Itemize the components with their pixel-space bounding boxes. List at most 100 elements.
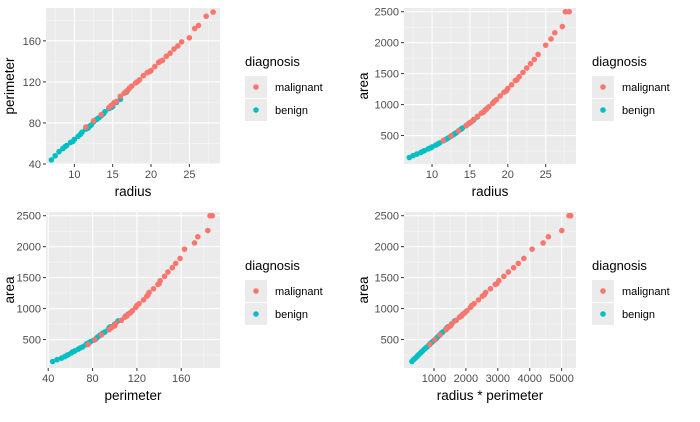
data-point-malignant — [491, 98, 497, 105]
data-point-malignant — [440, 137, 447, 144]
y-tick-label: 2000 — [375, 242, 399, 254]
data-point-malignant — [542, 42, 549, 48]
data-point-malignant — [150, 285, 157, 292]
y-tick-label: 120 — [23, 77, 41, 89]
data-point-malignant — [562, 8, 569, 15]
plot-panel-background — [404, 8, 576, 164]
data-point-malignant — [566, 212, 572, 219]
y-tick-label: 500 — [381, 335, 399, 347]
data-point-malignant — [551, 29, 558, 36]
data-point-malignant — [207, 212, 213, 219]
y-tick-label: 1000 — [375, 304, 399, 316]
data-point-malignant — [191, 240, 198, 246]
scatter-panel-2: 10 15 20 25 500 1000 1500 2000 2500 radius area dia… — [356, 7, 670, 199]
data-point-malignant — [186, 34, 193, 41]
data-point-benign — [435, 141, 441, 147]
y-axis-title: area — [356, 72, 371, 100]
legend-swatch-malignant — [600, 84, 606, 90]
data-point-malignant — [510, 264, 517, 271]
legend-label-benign: benign — [622, 309, 655, 321]
x-tick-label: 25 — [183, 169, 195, 181]
data-point-malignant — [171, 46, 177, 52]
data-point-malignant — [90, 118, 97, 124]
x-axis-title: radius — [472, 184, 509, 199]
data-point-malignant — [545, 233, 552, 240]
data-point-malignant — [156, 281, 162, 287]
data-point-malignant — [157, 58, 164, 65]
legend-swatch-benign — [253, 107, 259, 113]
y-axis-title: area — [356, 276, 371, 304]
data-point-malignant — [437, 332, 443, 338]
x-tick-label: 40 — [42, 373, 54, 385]
data-point-malignant — [520, 69, 526, 76]
data-point-malignant — [527, 60, 534, 67]
y-tick-label: 2500 — [17, 211, 41, 223]
legend-label-benign: benign — [275, 309, 308, 321]
y-axis-title: area — [2, 276, 17, 304]
data-point-benign — [415, 352, 421, 359]
legend-swatch-malignant — [253, 84, 259, 90]
x-axis-title: radius * perimeter — [437, 388, 544, 403]
data-point-malignant — [140, 297, 147, 303]
x-tick-label: 25 — [540, 169, 552, 181]
y-tick-label: 500 — [23, 335, 41, 347]
data-point-malignant — [195, 22, 202, 29]
data-point-malignant — [521, 255, 527, 262]
data-point-malignant — [98, 111, 104, 118]
legend: diagnosis malignant benign — [245, 54, 323, 121]
data-point-malignant — [474, 113, 481, 120]
data-point-malignant — [481, 292, 488, 298]
legend-label-malignant: malignant — [622, 82, 670, 94]
data-point-malignant — [91, 337, 98, 343]
data-point-malignant — [431, 337, 438, 343]
data-point-malignant — [172, 260, 179, 267]
data-point-benign — [69, 349, 76, 355]
data-point-malignant — [535, 51, 541, 58]
data-point-benign — [70, 138, 76, 145]
data-point-malignant — [134, 302, 140, 309]
y-tick-label: 1500 — [375, 273, 399, 285]
y-tick-label: 160 — [23, 36, 41, 48]
data-point-malignant — [529, 246, 535, 252]
data-point-benign — [77, 131, 84, 138]
data-point-malignant — [145, 292, 151, 298]
x-tick-label: 160 — [172, 373, 190, 385]
legend: diagnosis malignant benign — [592, 54, 670, 121]
data-point-malignant — [475, 297, 482, 303]
data-point-malignant — [540, 240, 546, 246]
x-tick-label: 10 — [68, 169, 80, 181]
data-point-malignant — [465, 120, 472, 127]
scatter-panel-1: 10 15 20 25 40 80 120 160 radius perimeter diagnos… — [2, 8, 323, 199]
x-tick-label: 20 — [502, 169, 514, 181]
data-point-malignant — [165, 269, 171, 275]
data-point-malignant — [448, 133, 454, 139]
data-point-malignant — [117, 93, 124, 100]
x-tick-label: 15 — [464, 169, 476, 181]
data-point-benign — [49, 358, 56, 365]
data-point-benign — [427, 145, 434, 151]
data-point-malignant — [169, 264, 176, 271]
legend-label-malignant: malignant — [275, 82, 323, 94]
data-point-malignant — [493, 281, 500, 287]
data-point-malignant — [108, 324, 115, 331]
y-tick-label: 1500 — [375, 69, 399, 81]
data-point-malignant — [195, 233, 201, 240]
data-point-malignant — [455, 128, 462, 134]
legend-swatch-benign — [253, 311, 259, 317]
legend-title: diagnosis — [592, 54, 647, 69]
data-point-malignant — [445, 324, 451, 331]
y-tick-label: 1000 — [375, 100, 399, 112]
legend-title: diagnosis — [245, 258, 300, 273]
data-point-malignant — [175, 43, 181, 49]
scatter-panel-4: 1000 2000 3000 4000 5000 500 1000 1500 2000 2500 r… — [356, 211, 670, 403]
data-point-malignant — [98, 332, 105, 338]
y-tick-label: 2000 — [17, 242, 41, 254]
x-tick-label: 3000 — [486, 373, 510, 385]
y-tick-label: 500 — [381, 131, 399, 143]
data-point-malignant — [161, 273, 168, 280]
data-point-malignant — [497, 93, 504, 99]
data-point-malignant — [505, 269, 512, 275]
legend-label-malignant: malignant — [622, 286, 670, 298]
data-point-malignant — [558, 227, 565, 234]
y-tick-label: 1000 — [17, 304, 41, 316]
